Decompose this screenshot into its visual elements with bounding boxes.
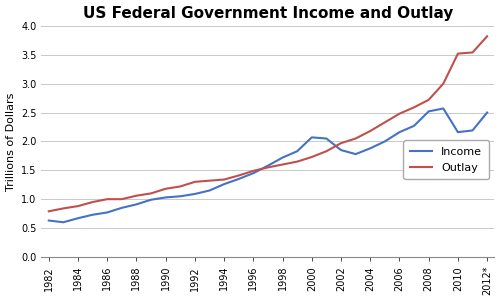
Income xyxy=(221,182,227,186)
Outlay xyxy=(46,209,52,213)
Income xyxy=(411,124,417,128)
Line: Income: Income xyxy=(49,108,487,222)
Income xyxy=(236,177,242,181)
Income xyxy=(455,130,461,134)
Outlay xyxy=(90,200,96,204)
Income xyxy=(426,110,432,113)
Income xyxy=(352,152,358,156)
Outlay xyxy=(178,185,184,188)
Outlay xyxy=(352,137,358,140)
Outlay xyxy=(148,191,154,195)
Income xyxy=(280,156,285,160)
Legend: Income, Outlay: Income, Outlay xyxy=(404,141,489,179)
Income xyxy=(294,149,300,153)
Outlay xyxy=(119,197,125,201)
Income xyxy=(396,130,402,134)
Line: Outlay: Outlay xyxy=(49,36,487,211)
Income xyxy=(162,196,168,199)
Outlay xyxy=(162,187,168,191)
Outlay xyxy=(440,82,446,85)
Income xyxy=(338,148,344,152)
Income xyxy=(46,219,52,222)
Outlay xyxy=(396,112,402,116)
Outlay xyxy=(265,166,271,169)
Outlay xyxy=(250,169,256,173)
Income xyxy=(119,206,125,209)
Income xyxy=(134,203,140,206)
Outlay xyxy=(294,160,300,163)
Income xyxy=(90,213,96,216)
Income xyxy=(440,107,446,110)
Outlay xyxy=(75,204,81,208)
Income xyxy=(367,147,373,150)
Income xyxy=(309,135,315,139)
Outlay xyxy=(455,52,461,55)
Outlay xyxy=(324,149,330,153)
Income xyxy=(250,171,256,175)
Outlay xyxy=(206,179,212,182)
Income xyxy=(470,129,476,132)
Income xyxy=(324,137,330,140)
Income xyxy=(148,198,154,202)
Title: US Federal Government Income and Outlay: US Federal Government Income and Outlay xyxy=(83,5,453,20)
Outlay xyxy=(338,141,344,145)
Outlay xyxy=(134,194,140,197)
Income xyxy=(265,164,271,167)
Outlay xyxy=(309,155,315,159)
Income xyxy=(178,194,184,198)
Outlay xyxy=(382,120,388,124)
Outlay xyxy=(470,51,476,54)
Income xyxy=(382,140,388,143)
Outlay xyxy=(60,206,66,210)
Outlay xyxy=(280,163,285,166)
Outlay xyxy=(411,106,417,109)
Outlay xyxy=(221,178,227,181)
Income xyxy=(104,211,110,214)
Income xyxy=(192,192,198,196)
Outlay xyxy=(236,174,242,177)
Y-axis label: Trillions of Dollars: Trillions of Dollars xyxy=(6,92,16,191)
Income xyxy=(206,189,212,192)
Outlay xyxy=(104,197,110,201)
Income xyxy=(75,216,81,220)
Income xyxy=(60,220,66,224)
Outlay xyxy=(367,129,373,133)
Outlay xyxy=(484,35,490,38)
Outlay xyxy=(192,180,198,184)
Outlay xyxy=(426,98,432,102)
Income xyxy=(484,111,490,114)
